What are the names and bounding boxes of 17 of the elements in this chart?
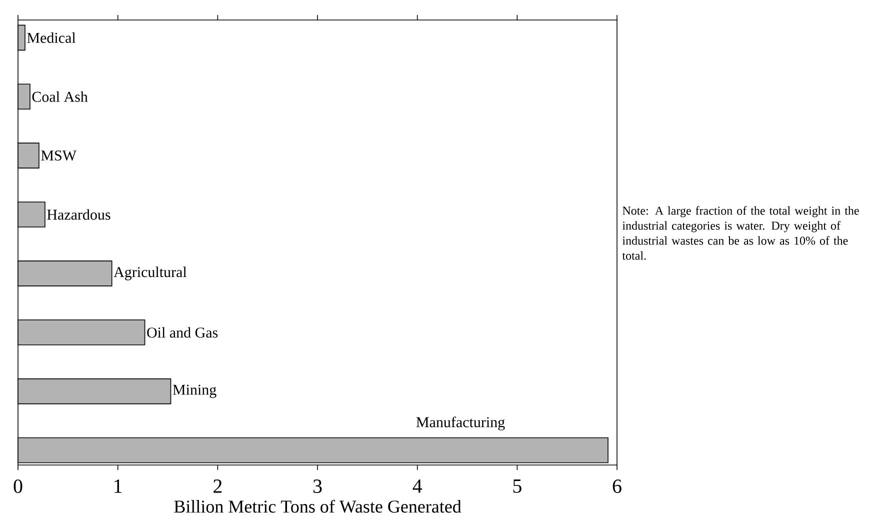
y-tick-label: Manufacturing (416, 416, 505, 430)
x-tick-label: 3 (313, 480, 322, 493)
x-tick-label: 0 (14, 480, 22, 494)
y-tick-label: Coal Ash (32, 91, 88, 102)
x-axis-title: Billion Metric Tons of Waste Generated (174, 500, 462, 513)
x-tick-label: 2 (214, 480, 222, 493)
text: Note: A large fraction of the total weight in the industrial categories is water. Dry weight of industrial wastes can be as low as 10% of the total. (622, 206, 859, 260)
y-tick-label: Medical (27, 32, 76, 43)
x-tick-label: 5 (513, 480, 522, 493)
y-tick-label: Agricultural (114, 266, 187, 280)
x-tick-label: 1 (114, 480, 122, 493)
y-tick-label: MSW (41, 150, 76, 161)
y-tick-label: Hazardous (47, 209, 110, 220)
x-tick-label: 6 (612, 480, 622, 493)
y-tick-label: Oil and Gas (147, 327, 218, 338)
x-tick-label: 4 (412, 480, 422, 493)
y-tick-label: Mining (172, 384, 216, 398)
